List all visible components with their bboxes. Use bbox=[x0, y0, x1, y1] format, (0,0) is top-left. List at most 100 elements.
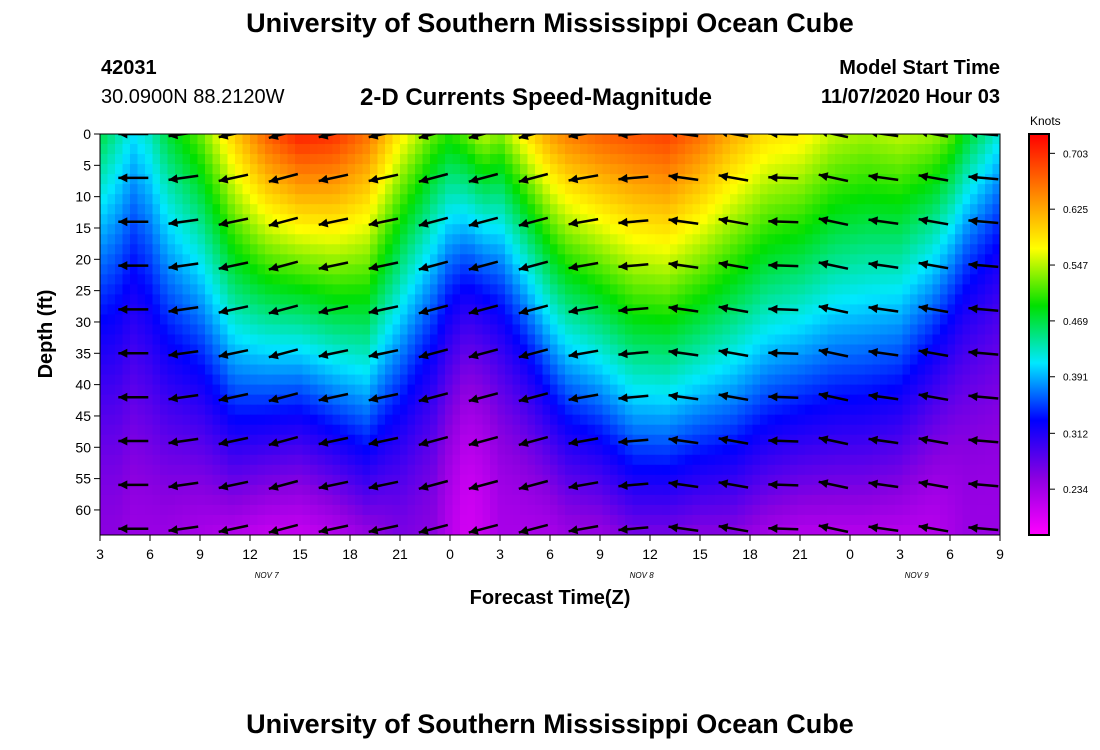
heatmap-cell bbox=[302, 454, 311, 466]
heatmap-cell bbox=[895, 244, 904, 255]
heatmap-cell bbox=[707, 244, 716, 255]
heatmap-cell bbox=[985, 214, 994, 225]
current-arrow-head bbox=[218, 481, 229, 491]
heatmap-cell bbox=[160, 494, 169, 506]
heatmap-cell bbox=[887, 334, 896, 346]
heatmap-cell bbox=[610, 414, 619, 426]
heatmap-cell bbox=[955, 434, 964, 446]
heatmap-cell bbox=[625, 454, 634, 466]
heatmap-cell bbox=[767, 194, 776, 205]
heatmap-cell bbox=[617, 164, 626, 175]
heatmap-cell bbox=[100, 134, 109, 145]
heatmap-cell bbox=[415, 414, 424, 426]
heatmap-cell bbox=[272, 374, 281, 386]
heatmap-cell bbox=[250, 214, 259, 225]
heatmap-cell bbox=[610, 304, 619, 316]
heatmap-cell bbox=[437, 134, 446, 145]
heatmap-cell bbox=[880, 424, 889, 436]
heatmap-cell bbox=[932, 184, 941, 195]
heatmap-cell bbox=[235, 394, 244, 406]
heatmap-cell bbox=[737, 314, 746, 326]
heatmap-cell bbox=[355, 464, 364, 476]
heatmap-cell bbox=[347, 434, 356, 446]
heatmap-cell bbox=[925, 384, 934, 396]
heatmap-cell bbox=[947, 414, 956, 426]
heatmap-cell bbox=[760, 264, 769, 275]
heatmap-cell bbox=[542, 264, 551, 275]
heatmap-cell bbox=[865, 254, 874, 265]
heatmap-cell bbox=[565, 374, 574, 386]
heatmap-cell bbox=[715, 364, 724, 376]
heatmap-cell bbox=[587, 284, 596, 296]
heatmap-cell bbox=[827, 214, 836, 225]
heatmap-cell bbox=[145, 434, 154, 446]
heatmap-cell bbox=[565, 444, 574, 456]
heatmap-cell bbox=[415, 404, 424, 416]
heatmap-cell bbox=[940, 514, 949, 526]
heatmap-cell bbox=[205, 264, 214, 275]
heatmap-cell bbox=[902, 294, 911, 306]
heatmap-cell bbox=[565, 494, 574, 506]
heatmap-cell bbox=[430, 184, 439, 195]
current-arrow-head bbox=[118, 134, 128, 139]
heatmap-cell bbox=[887, 494, 896, 506]
heatmap-cell bbox=[797, 174, 806, 185]
heatmap-cell bbox=[692, 304, 701, 316]
heatmap-cell bbox=[737, 134, 746, 145]
heatmap-cell bbox=[182, 494, 191, 506]
heatmap-cell bbox=[700, 184, 709, 195]
current-arrow-head bbox=[168, 525, 178, 534]
heatmap-cell bbox=[242, 374, 251, 386]
heatmap-cell bbox=[865, 504, 874, 516]
heatmap-cell bbox=[347, 484, 356, 496]
heatmap-cell bbox=[737, 424, 746, 436]
heatmap-cell bbox=[505, 184, 514, 195]
heatmap-cell bbox=[460, 314, 469, 326]
heatmap-cell bbox=[985, 364, 994, 376]
heatmap-cell bbox=[580, 504, 589, 516]
heatmap-cell bbox=[467, 294, 476, 306]
heatmap-cell bbox=[107, 244, 116, 255]
heatmap-cell bbox=[115, 464, 124, 476]
heatmap-cell bbox=[167, 384, 176, 396]
heatmap-cell bbox=[505, 174, 514, 185]
heatmap-cell bbox=[182, 154, 191, 165]
heatmap-cell bbox=[415, 474, 424, 486]
heatmap-cell bbox=[842, 214, 851, 225]
heatmap-cell bbox=[970, 484, 979, 496]
heatmap-cell bbox=[752, 204, 761, 215]
heatmap-cell bbox=[437, 484, 446, 496]
heatmap-cell bbox=[925, 274, 934, 285]
heatmap-cell bbox=[962, 464, 971, 476]
heatmap-cell bbox=[760, 414, 769, 426]
heatmap-cell bbox=[677, 234, 686, 245]
heatmap-cell bbox=[385, 374, 394, 386]
heatmap-cell bbox=[175, 454, 184, 466]
heatmap-cell bbox=[797, 444, 806, 456]
heatmap-cell bbox=[715, 164, 724, 175]
heatmap-cell bbox=[137, 524, 146, 535]
heatmap-cell bbox=[805, 434, 814, 446]
heatmap-cell bbox=[302, 154, 311, 165]
heatmap-cell bbox=[880, 244, 889, 255]
heatmap-cell bbox=[152, 464, 161, 476]
heatmap-cell bbox=[317, 444, 326, 456]
heatmap-cell bbox=[640, 314, 649, 326]
heatmap-cell bbox=[722, 254, 731, 265]
heatmap-cell bbox=[580, 464, 589, 476]
heatmap-cell bbox=[535, 264, 544, 275]
heatmap-cell bbox=[392, 284, 401, 296]
heatmap-cell bbox=[932, 374, 941, 386]
heatmap-cell bbox=[572, 464, 581, 476]
heatmap-cell bbox=[715, 264, 724, 275]
heatmap-cell bbox=[872, 314, 881, 326]
heatmap-cell bbox=[145, 194, 154, 205]
heatmap-cell bbox=[295, 384, 304, 396]
heatmap-cell bbox=[220, 284, 229, 296]
heatmap-cell bbox=[100, 434, 109, 446]
heatmap-cell bbox=[265, 134, 274, 145]
heatmap-cell bbox=[782, 254, 791, 265]
heatmap-cell bbox=[805, 304, 814, 316]
heatmap-cell bbox=[625, 514, 634, 526]
heatmap-cell bbox=[115, 514, 124, 526]
